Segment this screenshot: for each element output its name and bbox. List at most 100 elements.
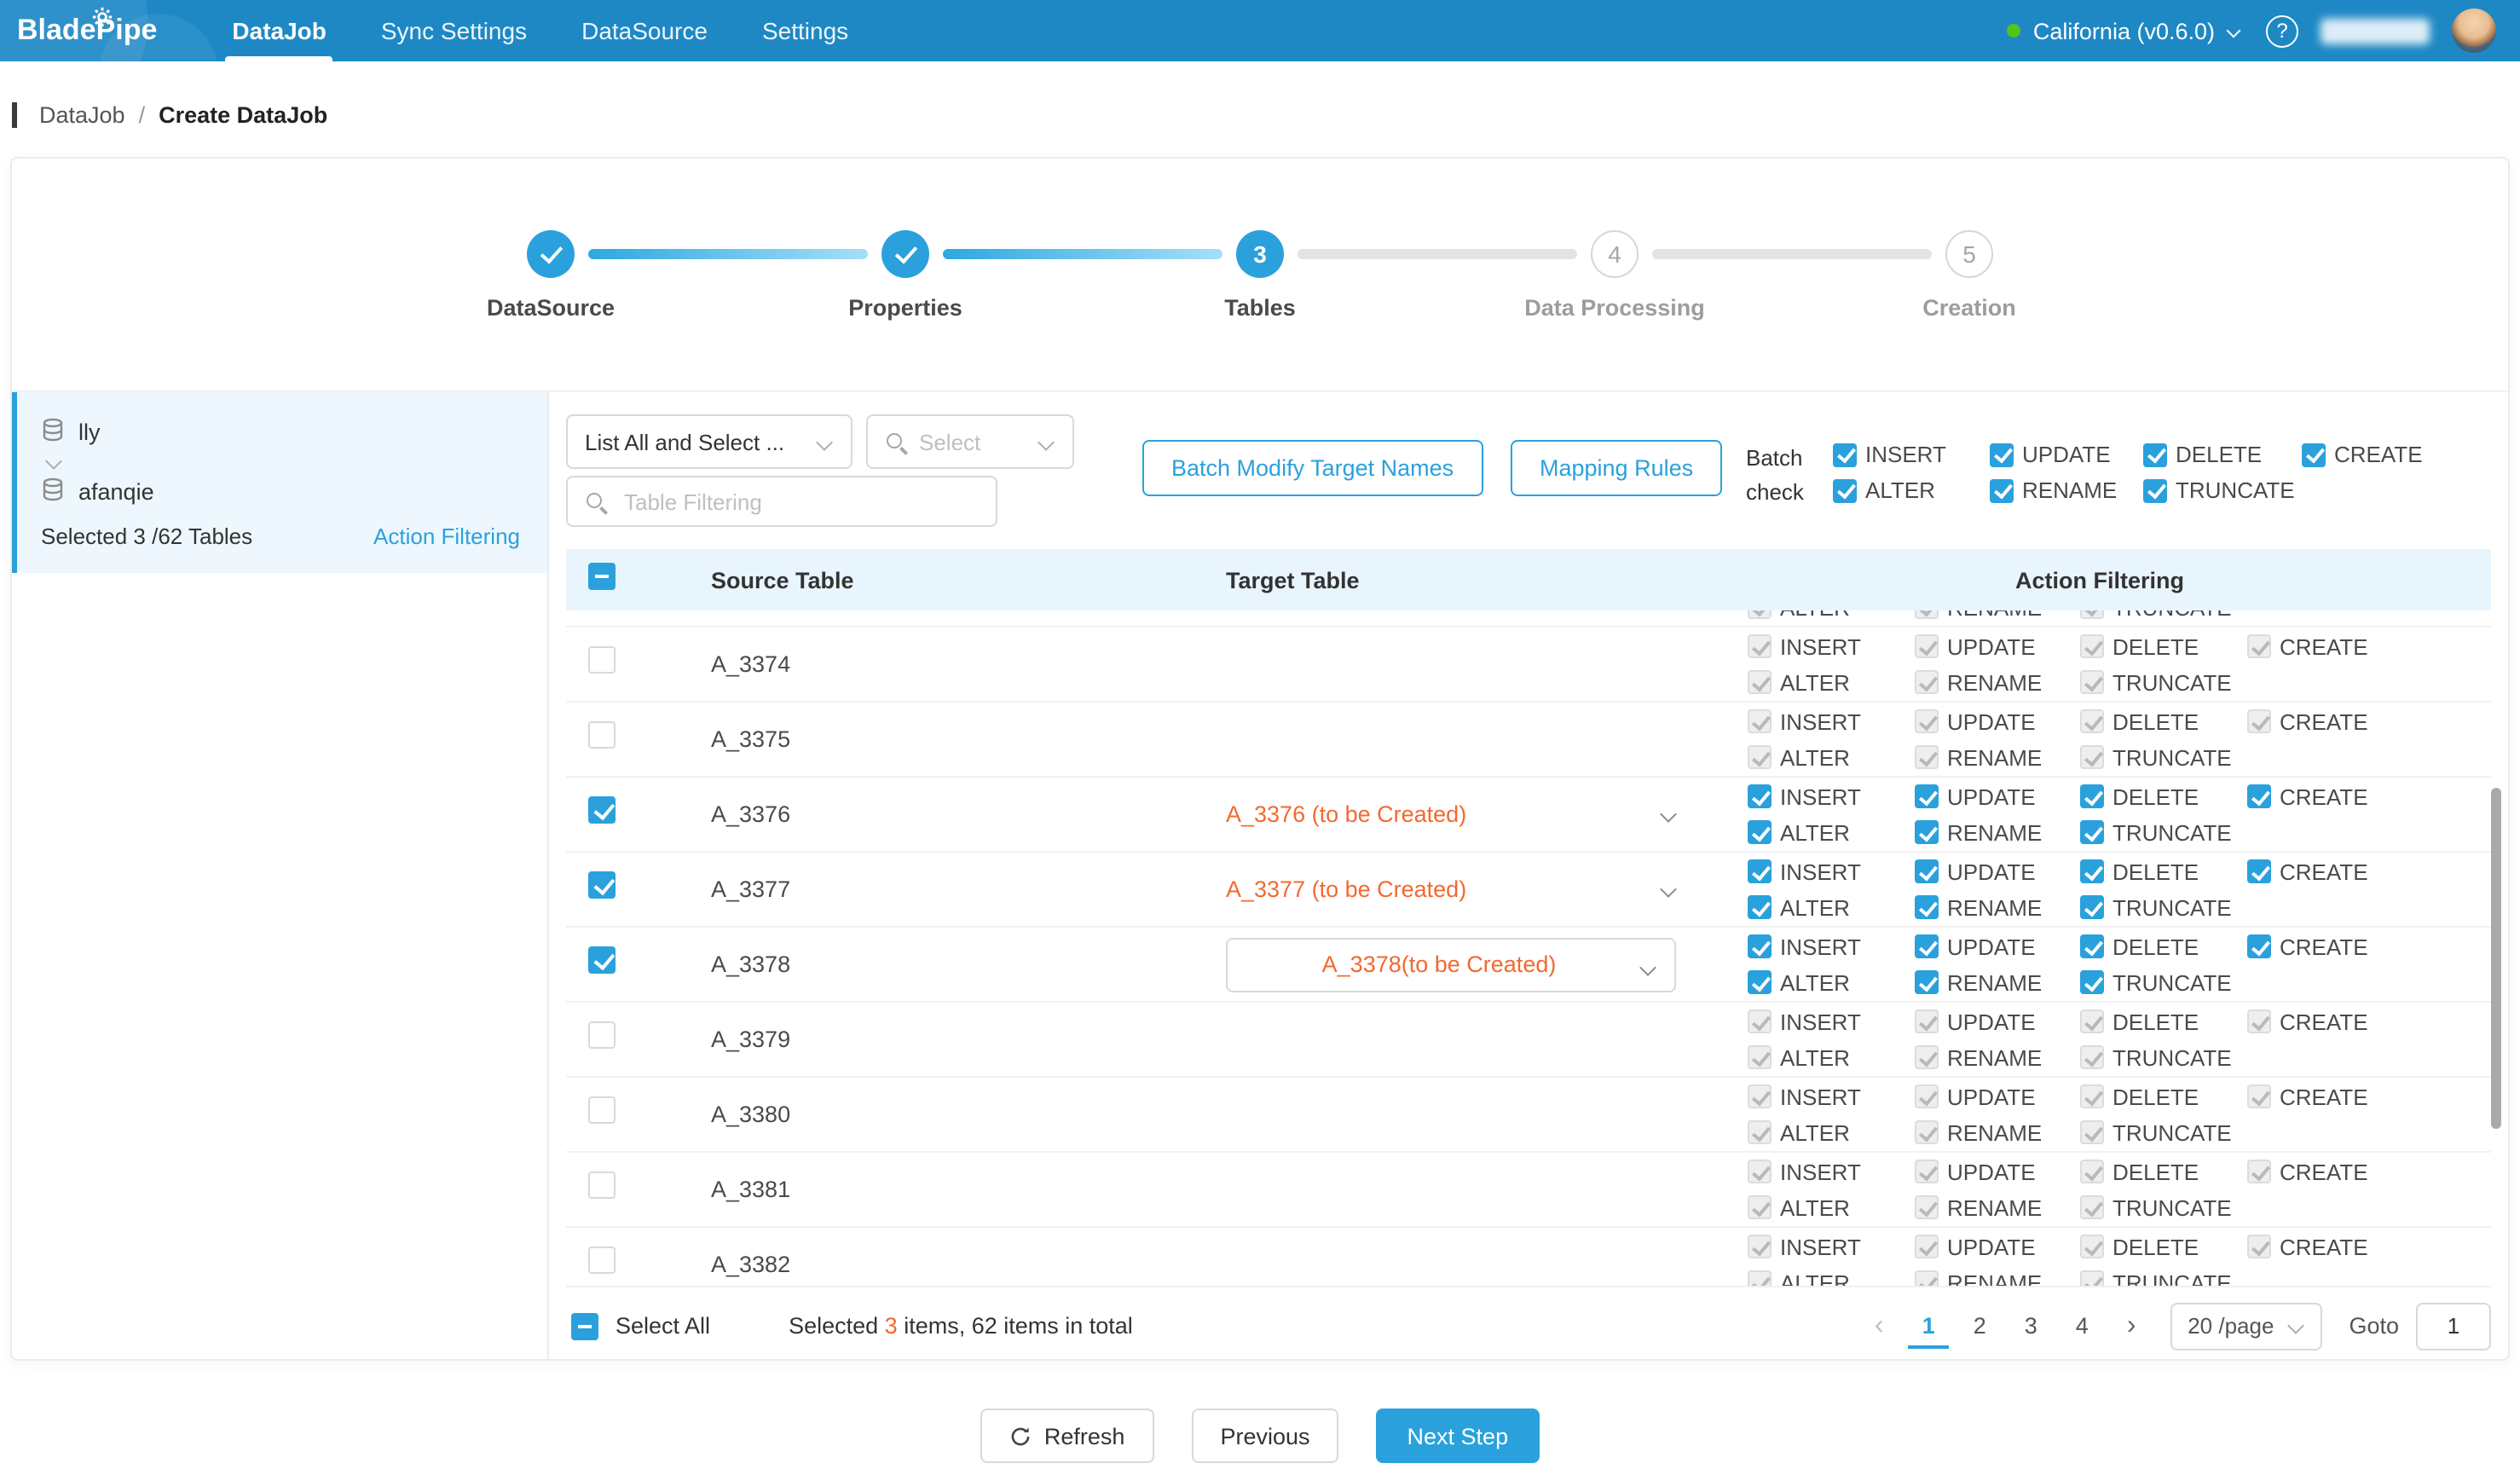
action-checkbox-delete[interactable]: DELETE <box>2080 1234 2247 1259</box>
action-checkbox-truncate[interactable]: TRUNCATE <box>2080 1119 2247 1145</box>
action-checkbox-delete[interactable]: DELETE <box>2080 934 2247 959</box>
select-all[interactable]: Select All <box>571 1312 710 1339</box>
batch-option-delete[interactable]: DELETE <box>2143 442 2302 467</box>
page-4[interactable]: 4 <box>2061 1304 2102 1348</box>
action-checkbox-create[interactable]: CREATE <box>2247 784 2491 809</box>
action-checkbox-insert[interactable]: INSERT <box>1748 784 1915 809</box>
action-checkbox-update[interactable]: UPDATE <box>1915 709 2080 734</box>
table-filter-input[interactable] <box>566 476 997 527</box>
action-checkbox-alter[interactable]: ALTER <box>1748 669 1915 695</box>
action-checkbox-insert[interactable]: INSERT <box>1748 1084 1915 1109</box>
target-select[interactable]: A_3378(to be Created) <box>1226 937 1676 992</box>
row-checkbox[interactable] <box>588 796 616 824</box>
page-1[interactable]: 1 <box>1908 1304 1949 1348</box>
action-checkbox-delete[interactable]: DELETE <box>2080 784 2247 809</box>
action-checkbox-rename[interactable]: RENAME <box>1915 669 2080 695</box>
action-checkbox-update[interactable]: UPDATE <box>1915 1234 2080 1259</box>
action-checkbox-create[interactable]: CREATE <box>2247 709 2491 734</box>
action-checkbox-alter[interactable]: ALTER <box>1748 610 1915 620</box>
action-checkbox-truncate[interactable]: TRUNCATE <box>2080 1270 2247 1286</box>
action-checkbox-alter[interactable]: ALTER <box>1748 819 1915 845</box>
action-checkbox-create[interactable]: CREATE <box>2247 1009 2491 1034</box>
step-circle[interactable]: 3 <box>1236 230 1284 278</box>
action-checkbox-insert[interactable]: INSERT <box>1748 934 1915 959</box>
action-checkbox-insert[interactable]: INSERT <box>1748 633 1915 659</box>
step-circle[interactable] <box>881 230 929 278</box>
previous-button[interactable]: Previous <box>1191 1408 1338 1463</box>
action-checkbox-update[interactable]: UPDATE <box>1915 1159 2080 1184</box>
action-checkbox-update[interactable]: UPDATE <box>1915 934 2080 959</box>
action-checkbox-alter[interactable]: ALTER <box>1748 969 1915 995</box>
nav-item-settings[interactable]: Settings <box>735 0 876 61</box>
prev-page-button[interactable]: ‹ <box>1860 1304 1898 1348</box>
action-checkbox-truncate[interactable]: TRUNCATE <box>2080 894 2247 920</box>
batch-option-rename[interactable]: RENAME <box>1990 477 2143 503</box>
action-checkbox-delete[interactable]: DELETE <box>2080 633 2247 659</box>
action-checkbox-update[interactable]: UPDATE <box>1915 633 2080 659</box>
action-checkbox-alter[interactable]: ALTER <box>1748 894 1915 920</box>
row-checkbox[interactable] <box>588 646 616 674</box>
step-circle[interactable]: 4 <box>1591 230 1639 278</box>
column-select[interactable]: Select <box>866 414 1074 469</box>
action-checkbox-create[interactable]: CREATE <box>2247 859 2491 884</box>
batch-modify-button[interactable]: Batch Modify Target Names <box>1142 440 1483 496</box>
next-step-button[interactable]: Next Step <box>1377 1408 1540 1463</box>
action-checkbox-create[interactable]: CREATE <box>2247 934 2491 959</box>
nav-item-datasource[interactable]: DataSource <box>554 0 735 61</box>
action-checkbox-rename[interactable]: RENAME <box>1915 969 2080 995</box>
action-checkbox-update[interactable]: UPDATE <box>1915 1084 2080 1109</box>
action-filtering-link[interactable]: Action Filtering <box>373 523 520 549</box>
step-circle[interactable] <box>527 230 575 278</box>
action-checkbox-insert[interactable]: INSERT <box>1748 1009 1915 1034</box>
action-checkbox-update[interactable]: UPDATE <box>1915 859 2080 884</box>
action-checkbox-rename[interactable]: RENAME <box>1915 819 2080 845</box>
action-checkbox-rename[interactable]: RENAME <box>1915 1270 2080 1286</box>
list-mode-select[interactable]: List All and Select ... <box>566 414 853 469</box>
action-checkbox-rename[interactable]: RENAME <box>1915 894 2080 920</box>
page-3[interactable]: 3 <box>2010 1304 2051 1348</box>
nav-item-sync-settings[interactable]: Sync Settings <box>354 0 554 61</box>
row-checkbox[interactable] <box>588 1171 616 1199</box>
batch-option-update[interactable]: UPDATE <box>1990 442 2143 467</box>
action-checkbox-alter[interactable]: ALTER <box>1748 1270 1915 1286</box>
action-checkbox-create[interactable]: CREATE <box>2247 1234 2491 1259</box>
refresh-button[interactable]: Refresh <box>981 1408 1154 1463</box>
action-checkbox-delete[interactable]: DELETE <box>2080 1009 2247 1034</box>
batch-option-create[interactable]: CREATE <box>2302 442 2423 467</box>
goto-page-input[interactable] <box>2416 1302 2491 1350</box>
action-checkbox-truncate[interactable]: TRUNCATE <box>2080 610 2247 620</box>
action-checkbox-update[interactable]: UPDATE <box>1915 1009 2080 1034</box>
row-checkbox[interactable] <box>588 946 616 974</box>
chevron-down-icon[interactable] <box>1661 806 1678 821</box>
row-checkbox[interactable] <box>588 1247 616 1274</box>
avatar[interactable] <box>2452 9 2496 53</box>
page-size-select[interactable]: 20 /page <box>2170 1302 2321 1350</box>
chevron-down-icon[interactable] <box>1661 881 1678 896</box>
action-checkbox-alter[interactable]: ALTER <box>1748 1119 1915 1145</box>
row-checkbox[interactable] <box>588 1021 616 1049</box>
nav-item-datajob[interactable]: DataJob <box>205 0 353 61</box>
row-checkbox[interactable] <box>588 721 616 749</box>
action-checkbox-insert[interactable]: INSERT <box>1748 709 1915 734</box>
action-checkbox-truncate[interactable]: TRUNCATE <box>2080 969 2247 995</box>
action-checkbox-create[interactable]: CREATE <box>2247 1084 2491 1109</box>
breadcrumb-datajob[interactable]: DataJob <box>39 102 125 128</box>
action-checkbox-delete[interactable]: DELETE <box>2080 1084 2247 1109</box>
scrollbar-thumb[interactable] <box>2491 788 2501 1129</box>
action-checkbox-delete[interactable]: DELETE <box>2080 859 2247 884</box>
action-checkbox-truncate[interactable]: TRUNCATE <box>2080 669 2247 695</box>
action-checkbox-alter[interactable]: ALTER <box>1748 1194 1915 1220</box>
table-viewport[interactable]: INSERTALTERUPDATERENAMEDELETETRUNCATECRE… <box>566 610 2491 1286</box>
action-checkbox-update[interactable]: UPDATE <box>1915 784 2080 809</box>
help-button[interactable]: ? <box>2266 14 2298 47</box>
action-checkbox-insert[interactable]: INSERT <box>1748 1159 1915 1184</box>
action-checkbox-rename[interactable]: RENAME <box>1915 610 2080 620</box>
mapping-rules-button[interactable]: Mapping Rules <box>1511 440 1722 496</box>
action-checkbox-create[interactable]: CREATE <box>2247 633 2491 659</box>
action-checkbox-truncate[interactable]: TRUNCATE <box>2080 744 2247 770</box>
page-2[interactable]: 2 <box>1959 1304 2000 1348</box>
row-checkbox[interactable] <box>588 1096 616 1124</box>
action-checkbox-create[interactable]: CREATE <box>2247 1159 2491 1184</box>
select-all-checkbox[interactable] <box>571 1312 598 1339</box>
action-checkbox-truncate[interactable]: TRUNCATE <box>2080 1194 2247 1220</box>
